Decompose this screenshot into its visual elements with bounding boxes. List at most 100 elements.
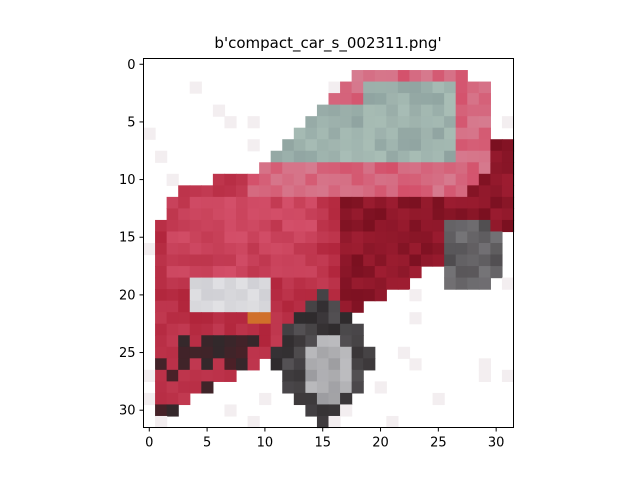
image-pixel	[212, 346, 226, 359]
image-pixel	[455, 254, 468, 267]
y-tick-label: 25	[119, 346, 136, 361]
image-pixel	[316, 312, 330, 325]
image-pixel	[421, 162, 434, 175]
image-pixel	[409, 70, 422, 83]
image-pixel	[155, 346, 168, 359]
image-pixel	[178, 323, 191, 336]
image-pixel	[374, 162, 387, 175]
image-pixel	[282, 173, 295, 186]
image-pixel	[432, 150, 445, 163]
image-pixel	[328, 392, 341, 406]
image-pixel	[351, 277, 364, 290]
image-pixel	[409, 104, 422, 117]
image-pixel	[293, 173, 306, 186]
image-pixel	[247, 116, 260, 129]
image-pixel	[490, 208, 503, 221]
image-pixel	[444, 185, 457, 198]
image-pixel	[224, 312, 237, 325]
image-pixel	[432, 254, 445, 267]
image-pixel	[224, 219, 237, 233]
image-pixel	[386, 150, 399, 163]
image-pixel	[328, 116, 341, 129]
image-pixel	[432, 231, 445, 244]
image-pixel	[282, 312, 295, 325]
image-pixel	[189, 300, 202, 313]
image-pixel	[478, 127, 491, 140]
image-pixel	[397, 173, 411, 186]
image-pixel	[155, 289, 168, 302]
image-pixel	[374, 254, 387, 267]
image-pixel	[270, 312, 283, 325]
image-pixel	[386, 93, 399, 106]
image-pixel	[351, 70, 364, 83]
image-pixel	[178, 185, 191, 198]
image-pixel	[189, 185, 202, 198]
image-pixel	[421, 185, 434, 198]
image-pixel	[340, 139, 353, 152]
image-pixel	[189, 196, 202, 210]
image-pixel	[201, 231, 214, 244]
image-pixel	[166, 335, 179, 348]
image-pixel	[236, 173, 249, 186]
image-pixel	[178, 208, 191, 221]
image-pixel	[397, 231, 411, 244]
image-pixel	[374, 139, 387, 152]
image-pixel	[409, 289, 422, 302]
image-pixel	[340, 369, 353, 382]
image-pixel	[444, 93, 457, 106]
image-pixel	[340, 335, 353, 348]
image-pixel	[478, 139, 491, 152]
image-pixel	[328, 150, 341, 163]
image-pixel	[155, 219, 168, 233]
image-pixel	[259, 254, 272, 267]
image-pixel	[224, 289, 237, 302]
image-pixel	[270, 323, 283, 336]
image-pixel	[293, 392, 306, 406]
image-pixel	[270, 277, 283, 290]
image-pixel	[305, 116, 318, 129]
image-pixel	[201, 323, 214, 336]
axes-frame	[143, 58, 514, 428]
image-pixel	[351, 369, 364, 382]
image-pixel	[247, 358, 260, 371]
image-pixel	[328, 381, 341, 394]
image-pixel	[374, 127, 387, 140]
image-pixel	[432, 173, 445, 186]
image-pixel	[328, 323, 341, 336]
image-pixel	[247, 139, 260, 152]
image-pixel	[363, 81, 376, 94]
image-pixel	[236, 196, 249, 210]
image-pixel	[282, 266, 295, 279]
image-pixel	[270, 300, 283, 313]
image-pixel	[224, 196, 237, 210]
image-pixel	[224, 323, 237, 336]
image-pixel	[328, 196, 341, 210]
image-pixel	[444, 104, 457, 117]
image-pixel	[155, 369, 168, 382]
image-pixel	[316, 415, 330, 429]
image-pixel	[293, 266, 306, 279]
image-pixel	[501, 208, 515, 221]
image-pixel	[178, 312, 191, 325]
image-pixel	[201, 219, 214, 233]
image-pixel	[259, 185, 272, 198]
image-pixel	[293, 219, 306, 233]
image-pixel	[189, 208, 202, 221]
image-pixel	[224, 277, 237, 290]
image-pixel	[432, 392, 445, 406]
image-pixel	[293, 127, 306, 140]
image-pixel	[316, 116, 330, 129]
image-pixel	[178, 392, 191, 406]
image-pixel	[305, 381, 318, 394]
image-pixel	[340, 346, 353, 359]
image-pixel	[247, 173, 260, 186]
image-pixel	[270, 335, 283, 348]
image-pixel	[236, 323, 249, 336]
image-pixel	[397, 185, 411, 198]
image-pixel	[293, 231, 306, 244]
image-pixel	[293, 312, 306, 325]
image-pixel	[363, 150, 376, 163]
image-pixel	[386, 208, 399, 221]
image-pixel	[386, 219, 399, 233]
image-pixel	[397, 93, 411, 106]
